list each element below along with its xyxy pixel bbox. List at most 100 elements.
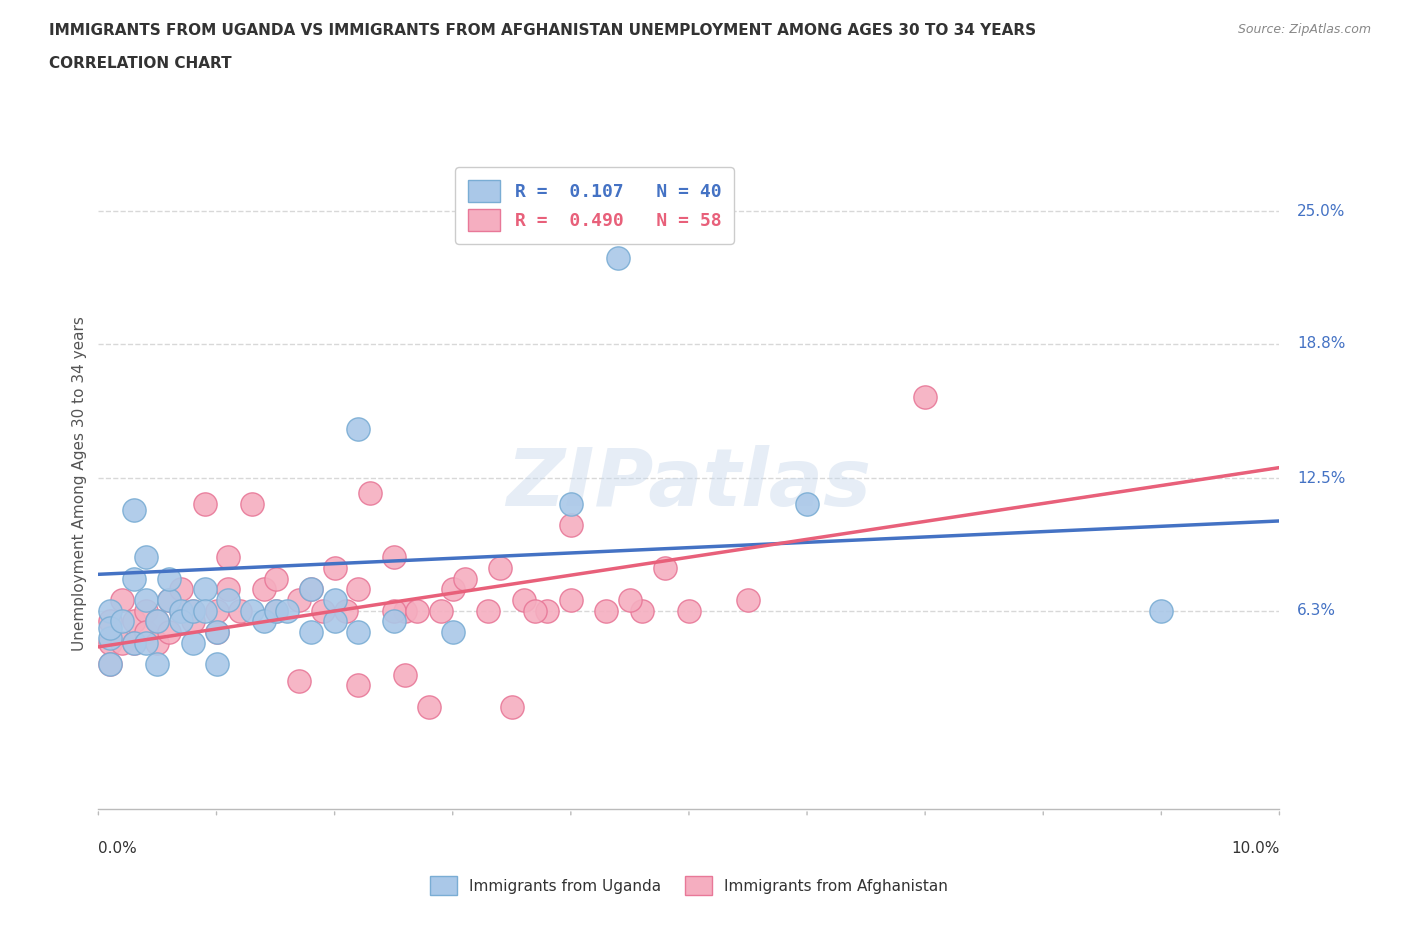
Point: [135, 604, 157, 618]
Point: [524, 604, 547, 618]
Point: [170, 604, 193, 618]
Point: [135, 592, 157, 607]
Point: [477, 604, 499, 618]
Point: [122, 635, 145, 650]
Point: [394, 604, 416, 618]
Point: [135, 635, 157, 650]
Point: [299, 582, 322, 597]
Point: [264, 604, 287, 618]
Point: [489, 561, 512, 576]
Point: [157, 592, 180, 607]
Point: [98, 635, 121, 650]
Point: [264, 571, 287, 586]
Point: [146, 614, 169, 629]
Point: [98, 614, 121, 629]
Point: [170, 582, 193, 597]
Point: [194, 604, 217, 618]
Point: [323, 592, 346, 607]
Point: [194, 497, 217, 512]
Point: [654, 561, 676, 576]
Point: [737, 592, 759, 607]
Point: [323, 614, 346, 629]
Point: [418, 699, 440, 714]
Point: [217, 550, 239, 565]
Point: [98, 657, 121, 671]
Point: [98, 657, 121, 671]
Point: [441, 625, 464, 640]
Point: [157, 571, 180, 586]
Point: [560, 497, 582, 512]
Text: Source: ZipAtlas.com: Source: ZipAtlas.com: [1237, 23, 1371, 36]
Point: [157, 592, 180, 607]
Point: [135, 550, 157, 565]
Point: [135, 625, 157, 640]
Point: [288, 673, 311, 688]
Point: [630, 604, 652, 618]
Text: 6.3%: 6.3%: [1298, 603, 1336, 618]
Point: [217, 592, 239, 607]
Point: [382, 550, 405, 565]
Point: [146, 635, 169, 650]
Point: [98, 604, 121, 618]
Point: [111, 592, 134, 607]
Point: [181, 635, 204, 650]
Point: [512, 592, 534, 607]
Point: [181, 604, 204, 618]
Point: [914, 390, 936, 405]
Point: [430, 604, 453, 618]
Point: [441, 582, 464, 597]
Point: [288, 592, 311, 607]
Point: [205, 625, 228, 640]
Point: [335, 604, 357, 618]
Text: 18.8%: 18.8%: [1298, 337, 1346, 352]
Text: 0.0%: 0.0%: [98, 841, 138, 857]
Point: [194, 582, 217, 597]
Point: [122, 571, 145, 586]
Point: [312, 604, 335, 618]
Point: [111, 614, 134, 629]
Text: IMMIGRANTS FROM UGANDA VS IMMIGRANTS FROM AFGHANISTAN UNEMPLOYMENT AMONG AGES 30: IMMIGRANTS FROM UGANDA VS IMMIGRANTS FRO…: [49, 23, 1036, 38]
Text: 25.0%: 25.0%: [1298, 204, 1346, 219]
Point: [323, 561, 346, 576]
Point: [170, 604, 193, 618]
Text: 10.0%: 10.0%: [1232, 841, 1279, 857]
Point: [406, 604, 429, 618]
Point: [347, 421, 370, 436]
Point: [536, 604, 558, 618]
Point: [229, 604, 252, 618]
Point: [253, 582, 276, 597]
Point: [253, 614, 276, 629]
Point: [122, 635, 145, 650]
Point: [181, 604, 204, 618]
Legend: Immigrants from Uganda, Immigrants from Afghanistan: Immigrants from Uganda, Immigrants from …: [419, 866, 959, 906]
Point: [181, 614, 204, 629]
Point: [359, 485, 381, 500]
Text: 12.5%: 12.5%: [1298, 471, 1346, 485]
Point: [1150, 604, 1173, 618]
Point: [796, 497, 818, 512]
Point: [347, 582, 370, 597]
Point: [276, 604, 298, 618]
Point: [217, 582, 239, 597]
Point: [299, 625, 322, 640]
Point: [205, 657, 228, 671]
Point: [619, 592, 641, 607]
Point: [299, 582, 322, 597]
Point: [146, 657, 169, 671]
Point: [607, 251, 630, 266]
Point: [111, 635, 134, 650]
Point: [382, 614, 405, 629]
Point: [122, 614, 145, 629]
Point: [205, 604, 228, 618]
Point: [264, 604, 287, 618]
Y-axis label: Unemployment Among Ages 30 to 34 years: Unemployment Among Ages 30 to 34 years: [72, 316, 87, 651]
Point: [157, 625, 180, 640]
Point: [98, 631, 121, 645]
Point: [382, 604, 405, 618]
Text: CORRELATION CHART: CORRELATION CHART: [49, 56, 232, 71]
Point: [347, 625, 370, 640]
Point: [501, 699, 523, 714]
Point: [146, 614, 169, 629]
Point: [170, 614, 193, 629]
Point: [595, 604, 617, 618]
